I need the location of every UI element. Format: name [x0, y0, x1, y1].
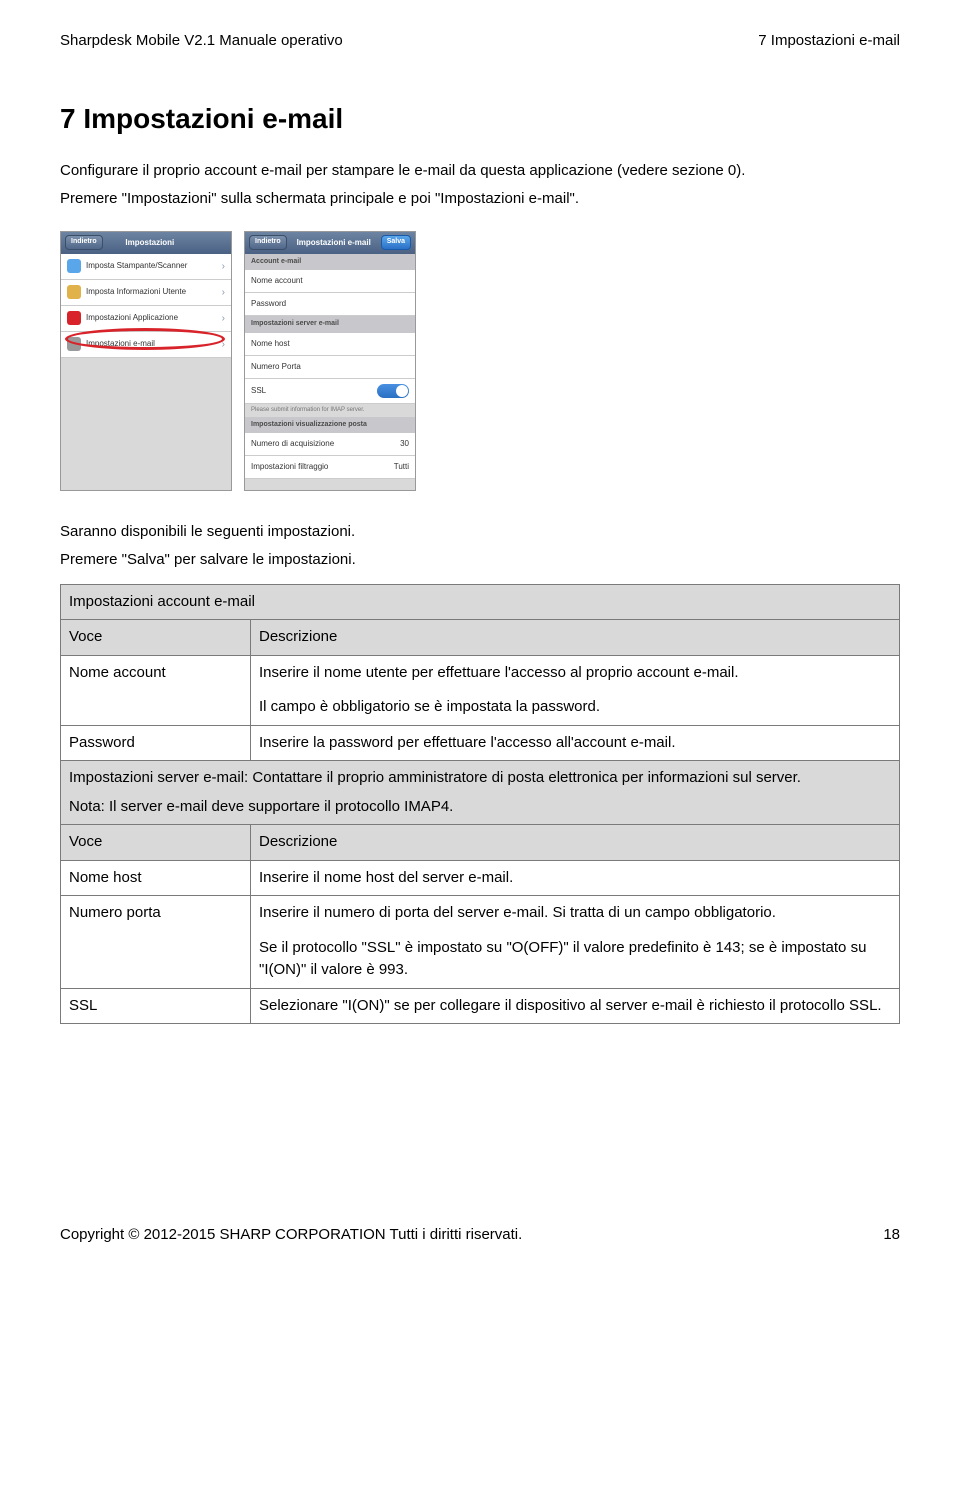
app-icon — [67, 311, 81, 325]
ssl-toggle[interactable] — [377, 384, 409, 398]
screenshot-email-settings: Indietro Impostazioni e-mail Salva Accou… — [244, 231, 416, 491]
phone2-row-host[interactable]: Nome host — [245, 333, 415, 356]
server-note-1: Impostazioni server e-mail: Contattare i… — [69, 767, 891, 790]
footer-copyright: Copyright © 2012-2015 SHARP CORPORATION … — [60, 1224, 522, 1247]
phone2-section-server: Impostazioni server e-mail — [245, 316, 415, 333]
phone2-row-password[interactable]: Password — [245, 293, 415, 316]
phone1-navbar: Indietro Impostazioni — [61, 232, 231, 254]
cell-nome-host: Nome host — [61, 860, 251, 896]
highlight-circle — [65, 328, 225, 350]
col-desc: Descrizione — [251, 620, 900, 656]
col-voce: Voce — [61, 620, 251, 656]
phone1-row-printer[interactable]: Imposta Stampante/Scanner › — [61, 254, 231, 280]
row-label: Nome account — [251, 275, 303, 287]
phone2-note: Please submit information for IMAP serve… — [245, 404, 415, 417]
cell-nome-account-desc-2: Il campo è obbligatorio se è impostata l… — [251, 690, 900, 725]
phone2-section-view: Impostazioni visualizzazione posta — [245, 417, 415, 434]
cell-ssl-desc: Selezionare "I(ON)" se per collegare il … — [251, 988, 900, 1024]
page-header: Sharpdesk Mobile V2.1 Manuale operativo … — [60, 30, 900, 53]
printer-icon — [67, 259, 81, 273]
chevron-right-icon: › — [222, 285, 225, 300]
intro-paragraph-1: Configurare il proprio account e-mail pe… — [60, 160, 900, 183]
table-header-server: Impostazioni server e-mail: Contattare i… — [61, 761, 900, 825]
phone2-row-filter[interactable]: Impostazioni filtraggio Tutti — [245, 456, 415, 479]
screenshot-row: Indietro Impostazioni Imposta Stampante/… — [60, 231, 900, 491]
phone2-title: Impostazioni e-mail — [297, 237, 371, 249]
phone1-row-label: Impostazioni Applicazione — [86, 312, 178, 324]
phone2-back-button[interactable]: Indietro — [249, 235, 287, 250]
user-icon — [67, 285, 81, 299]
screenshot-settings: Indietro Impostazioni Imposta Stampante/… — [60, 231, 232, 491]
server-note-2: Nota: Il server e-mail deve supportare i… — [69, 796, 891, 819]
row-label: Password — [251, 298, 286, 310]
col-desc-2: Descrizione — [251, 825, 900, 861]
phone1-row-label: Imposta Informazioni Utente — [86, 286, 186, 298]
phone2-row-port[interactable]: Numero Porta — [245, 356, 415, 379]
chevron-right-icon: › — [222, 259, 225, 274]
row-value: Tutti — [394, 461, 409, 473]
phone2-row-account-name[interactable]: Nome account — [245, 270, 415, 293]
cell-password: Password — [61, 725, 251, 761]
cell-numero-porta-desc-2: Se il protocollo "SSL" è impostato su "O… — [251, 931, 900, 989]
phone1-title: Impostazioni — [125, 237, 174, 249]
row-label: Numero di acquisizione — [251, 438, 334, 450]
page-footer: Copyright © 2012-2015 SHARP CORPORATION … — [60, 1224, 900, 1247]
after-paragraph-1: Saranno disponibili le seguenti impostaz… — [60, 521, 900, 544]
row-value: 30 — [400, 438, 409, 450]
cell-password-desc: Inserire la password per effettuare l'ac… — [251, 725, 900, 761]
table-header-account: Impostazioni account e-mail — [61, 584, 900, 620]
intro-paragraph-2: Premere "Impostazioni" sulla schermata p… — [60, 188, 900, 211]
phone1-row-label: Imposta Stampante/Scanner — [86, 260, 187, 272]
chevron-right-icon: › — [222, 311, 225, 326]
row-label: SSL — [251, 385, 266, 397]
cell-nome-account: Nome account — [61, 655, 251, 725]
row-label: Numero Porta — [251, 361, 301, 373]
settings-table: Impostazioni account e-mail Voce Descriz… — [60, 584, 900, 1025]
phone2-row-ssl[interactable]: SSL — [245, 379, 415, 404]
row-label: Nome host — [251, 338, 290, 350]
phone2-section-account: Account e-mail — [245, 254, 415, 271]
cell-ssl: SSL — [61, 988, 251, 1024]
col-voce-2: Voce — [61, 825, 251, 861]
page-title: 7 Impostazioni e-mail — [60, 98, 900, 140]
cell-numero-porta-desc-1: Inserire il numero di porta del server e… — [251, 896, 900, 931]
header-right: 7 Impostazioni e-mail — [758, 30, 900, 53]
header-left: Sharpdesk Mobile V2.1 Manuale operativo — [60, 30, 343, 53]
phone1-back-button[interactable]: Indietro — [65, 235, 103, 250]
phone1-row-user[interactable]: Imposta Informazioni Utente › — [61, 280, 231, 306]
row-label: Impostazioni filtraggio — [251, 461, 328, 473]
after-paragraph-2: Premere "Salva" per salvare le impostazi… — [60, 549, 900, 572]
cell-nome-host-desc: Inserire il nome host del server e-mail. — [251, 860, 900, 896]
cell-nome-account-desc-1: Inserire il nome utente per effettuare l… — [251, 655, 900, 690]
phone2-row-count[interactable]: Numero di acquisizione 30 — [245, 433, 415, 456]
footer-page-number: 18 — [883, 1224, 900, 1247]
phone2-save-button[interactable]: Salva — [381, 235, 411, 250]
cell-numero-porta: Numero porta — [61, 896, 251, 989]
phone2-navbar: Indietro Impostazioni e-mail Salva — [245, 232, 415, 254]
